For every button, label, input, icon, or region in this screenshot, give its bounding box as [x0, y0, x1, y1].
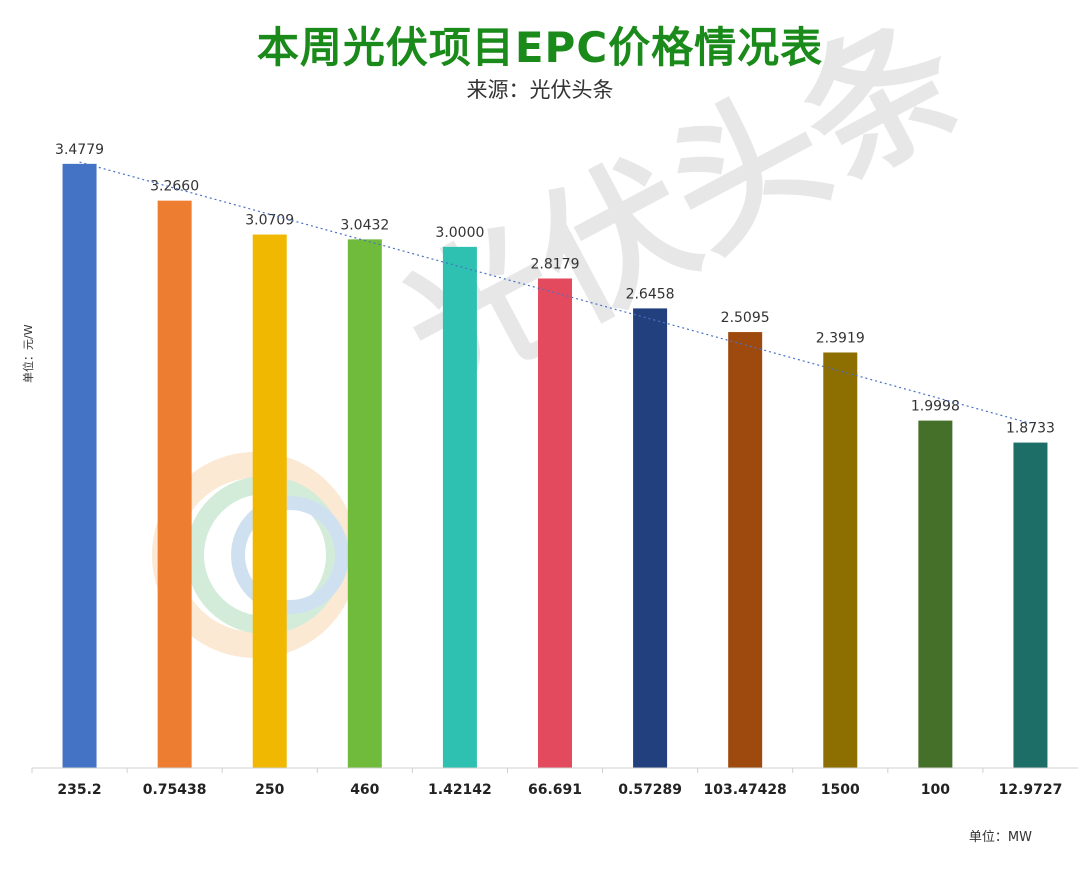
- x-tick-label-2: 250: [255, 782, 284, 798]
- chart-subtitle: 来源：光伏头条: [466, 78, 614, 102]
- bar-6: [633, 308, 668, 768]
- x-tick-label-9: 100: [921, 782, 950, 798]
- x-tick-label-0: 235.2: [57, 782, 101, 798]
- data-label-3: 3.0432: [340, 217, 389, 233]
- data-label-2: 3.0709: [245, 213, 294, 229]
- bar-5: [538, 278, 572, 768]
- bar-4: [442, 246, 477, 768]
- x-tick-label-8: 1500: [821, 782, 860, 798]
- data-label-7: 2.5095: [721, 310, 770, 326]
- data-label-1: 3.2660: [150, 179, 199, 195]
- x-unit-label: 单位：MW: [968, 830, 1032, 845]
- x-tick-label-6: 0.57289: [618, 782, 682, 798]
- data-label-5: 2.8179: [531, 256, 580, 272]
- data-label-4: 3.0000: [435, 225, 484, 241]
- x-tick-label-4: 1.42142: [428, 782, 492, 798]
- data-label-0: 3.4779: [55, 142, 104, 158]
- data-label-10: 1.8733: [1006, 421, 1055, 437]
- bar-7: [728, 332, 763, 768]
- trendline: [79, 161, 1031, 424]
- x-tick-label-7: 103.47428: [704, 782, 787, 798]
- data-label-8: 2.3919: [816, 330, 865, 346]
- bar-9: [918, 420, 953, 768]
- bar-2: [252, 234, 287, 769]
- data-label-9: 1.9998: [911, 399, 960, 415]
- data-label-6: 2.6458: [626, 286, 675, 302]
- x-tick-label-5: 66.691: [528, 782, 582, 798]
- x-tick-label-3: 460: [350, 782, 379, 798]
- x-tick-label-10: 12.9727: [999, 782, 1063, 798]
- x-tick-label-1: 0.75438: [143, 782, 207, 798]
- bar-0: [62, 163, 97, 768]
- bar-10: [1013, 442, 1048, 768]
- bar-8: [823, 352, 858, 768]
- bar-3: [347, 239, 382, 769]
- bar-1: [157, 200, 192, 768]
- chart-title: 本周光伏项目EPC价格情况表: [256, 23, 824, 72]
